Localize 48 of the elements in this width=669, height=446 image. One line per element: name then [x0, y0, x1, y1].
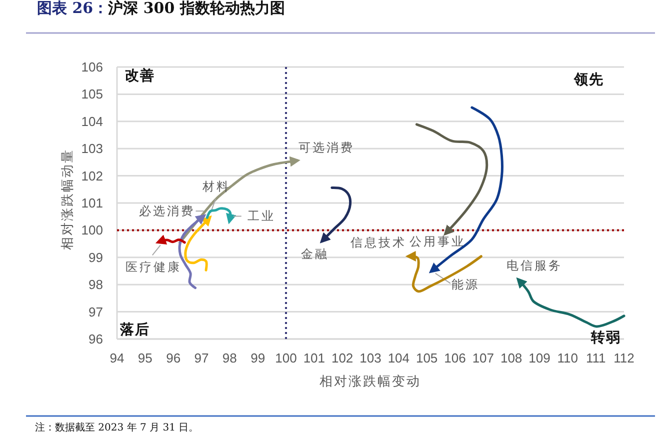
x-tick-label: 107: [472, 350, 494, 366]
annotation: 转弱: [590, 330, 621, 346]
series-label: 公用事业: [410, 234, 466, 248]
series-label: 电信服务: [506, 258, 562, 273]
y-tick-label: 96: [88, 332, 103, 346]
y-tick-label: 98: [88, 277, 103, 292]
text: 材料: [202, 180, 231, 194]
x-tick-label: 112: [614, 350, 634, 366]
x-tick-label: 103: [360, 350, 382, 366]
x-tick-label: 94: [110, 350, 124, 366]
annotation: 领先: [573, 72, 604, 88]
x-tick-label: 101: [303, 350, 326, 366]
x-tick-label: 109: [528, 350, 550, 366]
x-tick-label: 98: [222, 350, 237, 366]
x-tick-label: 102: [331, 350, 354, 366]
series-label: 信息技术: [350, 235, 407, 250]
x-axis-title: 相对涨跌幅变动: [319, 374, 421, 390]
series-label: 工业: [247, 209, 276, 224]
x-tick-label: 105: [416, 350, 438, 366]
x-tick-label: 110: [557, 350, 578, 366]
chart-title: 图表 26：沪深 300 指数轮动热力图: [37, 0, 285, 17]
y-tick-label: 99: [88, 250, 103, 265]
x-tick-label: 99: [250, 350, 266, 366]
y-tick-label: 100: [81, 222, 103, 238]
x-tick-label: 97: [194, 350, 209, 366]
series-label: 能源: [451, 277, 480, 292]
x-tick-label: 95: [138, 350, 152, 366]
x-tick-label: 106: [444, 350, 466, 366]
y-tick-label: 104: [81, 114, 103, 129]
y-tick-label: 106: [81, 60, 103, 74]
text: 注：数据截至 2023 年 7 月 31 日。: [35, 422, 199, 434]
series-label: 金融: [301, 247, 330, 262]
y-axis-title: 相对涨跌幅动量: [60, 148, 76, 250]
series-label: 医疗健康: [125, 260, 182, 274]
annotation: 落后: [119, 321, 150, 338]
y-tick-label: 97: [88, 304, 103, 320]
series-label: 必选消费: [138, 204, 195, 218]
y-tick-label: 103: [81, 141, 103, 156]
x-tick-label: 104: [388, 350, 410, 366]
series-label: 可选消费: [298, 140, 354, 155]
y-tick-label: 102: [81, 168, 103, 184]
x-tick-label: 111: [586, 350, 606, 366]
y-tick-label: 101: [81, 196, 103, 210]
x-tick-label: 96: [166, 350, 181, 366]
x-tick-label: 100: [275, 350, 297, 366]
x-tick-label: 108: [500, 350, 522, 366]
annotation: 改善: [125, 67, 155, 84]
y-tick-label: 105: [81, 86, 103, 102]
